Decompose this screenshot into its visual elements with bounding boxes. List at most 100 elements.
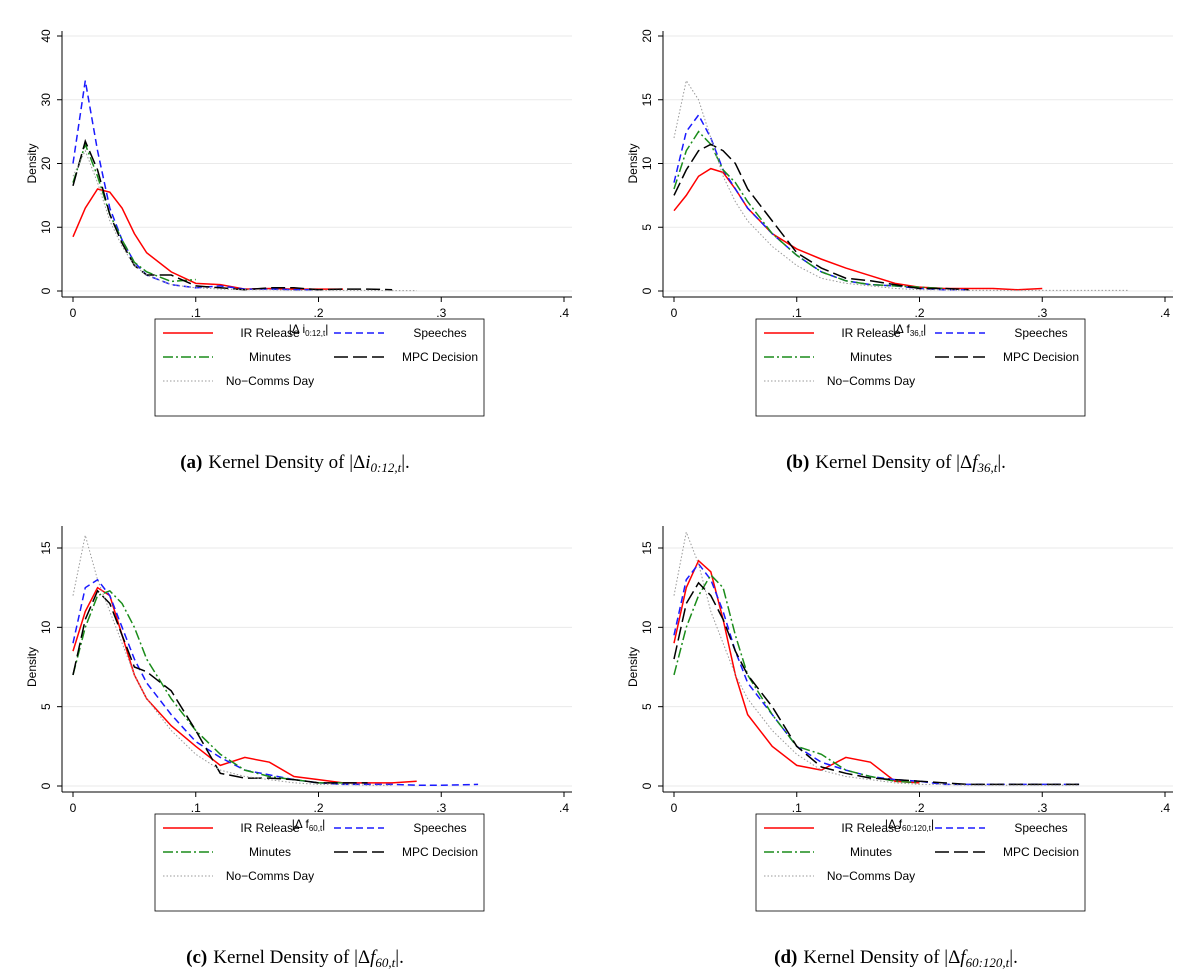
caption-suffix: |. (1009, 947, 1018, 968)
legend-label: MPC Decision (402, 350, 478, 364)
caption-subscript: 60:120,t (966, 955, 1010, 970)
x-tick-label: .1 (191, 306, 201, 320)
legend-label: Speeches (1014, 821, 1067, 835)
x-tick-label: .3 (436, 801, 446, 815)
y-tick-label: 10 (39, 620, 53, 634)
density-line (72, 535, 393, 786)
x-tick-label: .2 (914, 306, 924, 320)
legend-box (755, 813, 1086, 912)
legend-label: No−Comms Day (226, 869, 314, 883)
caption-subscript: 0:12,t (371, 460, 402, 475)
legend-label: No−Comms Day (827, 374, 915, 388)
density-line (72, 80, 319, 291)
x-label-suffix: | (325, 322, 328, 336)
legend-label: Speeches (1014, 326, 1067, 340)
caption-label: (b) (786, 452, 809, 473)
density-line (72, 578, 479, 786)
x-tick-label: .4 (1160, 306, 1170, 320)
y-tick-label: 20 (39, 157, 53, 171)
x-axis-label: |Δ f60,t| (292, 817, 326, 833)
y-tick-label: 15 (640, 93, 654, 107)
x-label-subscript: 60,t (309, 824, 323, 833)
density-line (72, 149, 417, 292)
density-line (673, 573, 920, 784)
y-tick-label: 5 (39, 703, 53, 710)
caption-label: (c) (186, 947, 207, 968)
legend-label: IR Release (841, 326, 901, 340)
legend-box (755, 318, 1086, 417)
legend-label: Speeches (413, 821, 466, 835)
x-tick-label: .2 (313, 306, 323, 320)
y-tick-label: 5 (640, 224, 654, 231)
caption-label: (d) (774, 947, 797, 968)
density-line (673, 167, 1043, 291)
caption-symbol: i (365, 452, 370, 473)
density-line (72, 586, 417, 784)
y-tick-label: 0 (39, 782, 53, 789)
y-tick-label: 10 (640, 157, 654, 171)
y-tick-label: 15 (39, 541, 53, 555)
x-tick-label: .1 (792, 801, 802, 815)
legend-label: Minutes (249, 350, 291, 364)
caption-subscript: 36,t (976, 460, 997, 475)
density-line (673, 562, 1080, 786)
legend-label: Minutes (249, 845, 291, 859)
x-label-subscript: 60:120,t (902, 824, 932, 833)
caption-suffix: |. (395, 947, 404, 968)
caption-symbol: f (972, 452, 980, 473)
density-line (72, 589, 368, 784)
y-axis-label: Density (626, 143, 640, 183)
x-tick-label: .3 (1037, 801, 1047, 815)
density-line (673, 530, 1080, 786)
y-tick-label: 30 (39, 93, 53, 107)
legend-label: Speeches (413, 326, 466, 340)
density-line (72, 138, 393, 291)
x-label-subscript: 36,t (910, 329, 924, 338)
caption-text: Kernel Density of |Δ (803, 947, 960, 968)
legend-label: Minutes (850, 845, 892, 859)
legend-label: MPC Decision (1003, 845, 1079, 859)
x-label-main: |Δ f (885, 817, 903, 831)
y-axis-label: Density (25, 647, 39, 687)
x-tick-label: 0 (671, 801, 678, 815)
caption-symbol: f (960, 947, 968, 968)
caption-symbol: f (370, 947, 378, 968)
x-tick-label: .1 (191, 801, 201, 815)
legend-label: MPC Decision (402, 845, 478, 859)
y-tick-label: 15 (640, 541, 654, 555)
legend-label: No−Comms Day (226, 374, 314, 388)
y-tick-label: 20 (640, 29, 654, 43)
density-line (673, 581, 1080, 786)
x-tick-label: .2 (313, 801, 323, 815)
density-line (72, 589, 344, 784)
y-tick-label: 0 (640, 782, 654, 789)
density-line (673, 79, 1129, 291)
x-axis-label: |Δ f60:120,t| (885, 817, 934, 833)
x-label-subscript: 0:12,t (305, 329, 326, 338)
caption-suffix: |. (401, 452, 410, 473)
caption-label: (a) (180, 452, 202, 473)
x-label-main: |Δ i (289, 322, 305, 336)
caption-subscript: 60,t (375, 955, 395, 970)
caption-suffix: |. (997, 452, 1006, 473)
y-tick-label: 10 (39, 220, 53, 234)
x-label-suffix: | (923, 322, 926, 336)
x-label-suffix: | (322, 817, 325, 831)
y-axis-label: Density (626, 647, 640, 687)
legend-box (154, 813, 485, 912)
legend-label: MPC Decision (1003, 350, 1079, 364)
legend-label: IR Release (841, 821, 901, 835)
caption: (a) Kernel Density of |Δi0:12,t|. (180, 452, 410, 475)
y-tick-label: 0 (39, 287, 53, 294)
x-axis-label: |Δ f36,t| (893, 322, 927, 338)
x-tick-label: .4 (1160, 801, 1170, 815)
caption-text: Kernel Density of |Δ (208, 452, 365, 473)
density-line (673, 130, 945, 290)
density-line (673, 113, 969, 291)
x-tick-label: 0 (70, 306, 77, 320)
